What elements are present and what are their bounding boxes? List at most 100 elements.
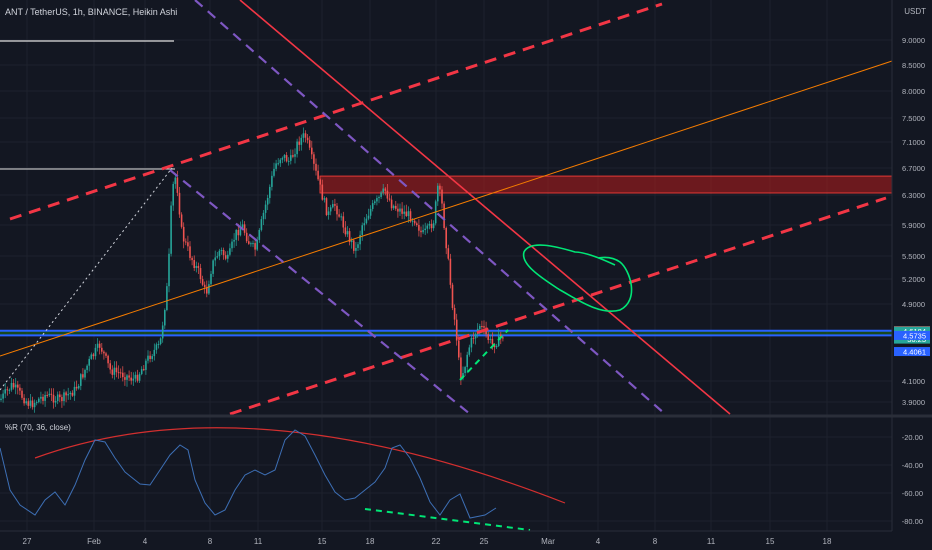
candle-body [445,227,447,249]
price-tick: 9.0000 [902,36,925,45]
price-tick: 6.7000 [902,164,925,173]
candle-body [332,204,334,208]
candle-body [185,241,187,243]
price-tick: 7.1000 [902,138,925,147]
candle-body [187,242,189,247]
candle-body [73,386,76,396]
ascending-trendline [0,60,893,357]
candle-body [336,205,338,215]
candle-body [262,212,265,220]
candle-body [283,155,286,158]
candle-body [359,234,361,245]
candle-body [231,241,233,249]
candle-body [248,241,250,244]
candle-body [46,394,48,396]
candle-body [206,287,208,294]
price-tick: 7.5000 [902,114,925,123]
time-label: 8 [653,537,658,546]
candle-body [235,229,237,240]
candle-body [84,369,86,378]
candle-body [180,214,183,227]
candle-body [117,372,120,374]
candle-body [269,186,271,198]
time-axis-background [0,531,932,550]
candle-body [275,163,277,169]
candle-body [40,396,42,399]
candle-body [401,208,403,214]
candle-body [458,340,460,358]
candle-body [311,147,313,155]
candle-body [115,367,118,373]
candle-body [491,338,494,345]
time-label: 8 [208,537,213,546]
candle-body [428,223,431,226]
candle-body [306,137,309,141]
time-label: 15 [766,537,775,546]
candle-body [149,355,151,359]
candle-body [323,198,326,200]
candle-body [315,163,317,171]
candle-body [191,257,193,261]
candle-body [449,258,452,285]
candle-body [399,208,401,212]
time-label: 22 [432,537,441,546]
candle-body [271,175,273,187]
candle-body [329,207,332,212]
price-badge [894,347,930,357]
candle-body [10,382,13,390]
candle-body [447,248,450,259]
candle-body [285,155,288,162]
candle-body [50,393,53,395]
candle-body [367,215,370,219]
candle-body [61,397,63,402]
candle-body [155,344,158,350]
time-label: 27 [23,537,32,546]
candle-body [19,387,21,391]
indicator-tick: -20.00 [902,433,923,442]
price-axis-background [892,0,932,550]
candle-body [208,284,210,294]
candle-body [390,199,393,209]
candle-body [308,140,311,148]
candle-body [374,201,376,204]
candle-body [178,192,181,215]
candle-body [216,256,219,258]
price-tick: 5.2000 [902,275,925,284]
candle-body [455,319,458,341]
candle-body [258,229,261,240]
green-trend-line [459,329,509,381]
candle-body [101,347,103,352]
price-tick: 4.9000 [902,300,925,309]
candle-body [33,402,36,408]
candle-body [35,402,38,404]
candle-body [197,265,200,269]
candle-body [239,227,242,236]
wr-divergence-line [364,508,531,531]
candle-body [422,230,424,233]
candle-body [287,160,290,162]
candle-body [145,360,147,370]
price-badge-label: 4.4061 [903,348,926,357]
candle-body [474,334,477,339]
candle-body [319,179,321,185]
price-tick: 8.0000 [902,87,925,96]
candle-body [220,249,223,251]
candle-body [151,356,153,359]
candle-body [77,385,80,389]
candle-body [109,363,111,370]
indicator-tick: -80.00 [902,517,923,526]
candle-body [430,223,433,229]
candle-body [386,190,389,199]
candle-body [424,228,426,231]
candle-body [420,230,422,233]
candle-body [256,239,258,250]
candle-body [42,396,44,401]
candle-body [277,163,279,165]
price-tick: 3.9000 [902,398,925,407]
candle-body [395,205,397,209]
price-badge [894,330,930,340]
candle-body [279,159,282,164]
candle-body [153,349,156,357]
candle-body [502,337,504,339]
